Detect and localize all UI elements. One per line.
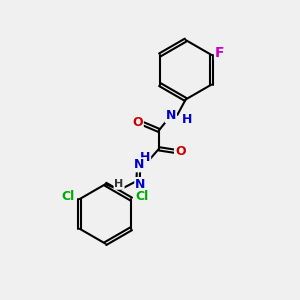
Text: H: H (182, 113, 192, 126)
Text: N: N (134, 158, 144, 171)
Text: N: N (166, 109, 176, 122)
Text: Cl: Cl (136, 190, 149, 203)
Text: O: O (175, 145, 186, 158)
Text: H: H (140, 151, 150, 164)
Text: O: O (132, 116, 143, 129)
Text: Cl: Cl (62, 190, 75, 203)
Text: H: H (115, 179, 124, 189)
Text: N: N (135, 178, 146, 191)
Text: F: F (215, 46, 224, 59)
